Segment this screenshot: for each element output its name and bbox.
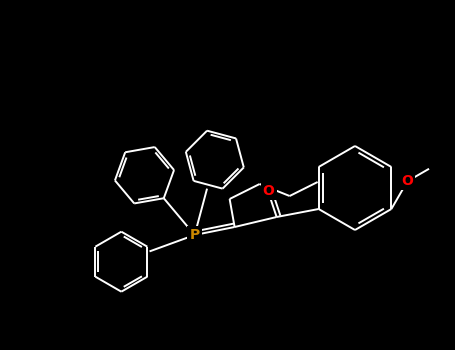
Text: P: P (189, 228, 200, 242)
Text: O: O (401, 174, 413, 188)
Text: O: O (263, 184, 274, 198)
Text: O: O (401, 174, 413, 188)
Text: P: P (189, 228, 200, 242)
Text: O: O (263, 184, 274, 198)
